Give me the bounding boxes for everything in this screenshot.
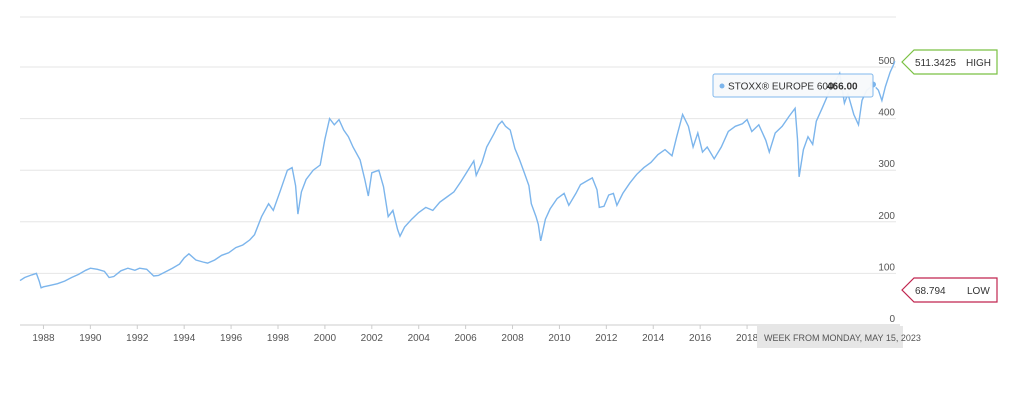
x-tick-label: 1992: [126, 333, 149, 344]
y-tick-label: 0: [889, 314, 895, 325]
x-tick-label: 1990: [79, 333, 102, 344]
x-tick-label: 2004: [408, 333, 431, 344]
x-tick-label: 1998: [267, 333, 290, 344]
y-axis-ticks: 0 100 200 300 400 500: [878, 56, 895, 325]
x-tick-label: 2006: [454, 333, 477, 344]
x-tick-label: 2016: [689, 333, 712, 344]
tooltip-series-label: STOXX® EUROPE 600:: [728, 82, 836, 93]
y-tick-label: 400: [878, 108, 895, 119]
tooltip: STOXX® EUROPE 600: 466.00: [712, 73, 874, 98]
low-flag-label: LOW: [967, 286, 990, 297]
high-flag-label: HIGH: [966, 58, 991, 69]
crosshair-label: WEEK FROM MONDAY, MAY 15, 2023: [757, 326, 921, 348]
crosshair-week-text: WEEK FROM MONDAY, MAY 15, 2023: [764, 333, 921, 343]
low-flag-value: 68.794: [915, 286, 946, 297]
low-flag: 68.794 LOW: [901, 277, 998, 303]
high-flag: 511.3425 HIGH: [901, 49, 998, 75]
tooltip-value: 466.00: [827, 82, 858, 93]
x-tick-label: 1988: [32, 333, 55, 344]
x-tick-label: 1994: [173, 333, 196, 344]
tooltip-bullet-icon: [719, 83, 725, 89]
x-tick-label: 2002: [361, 333, 384, 344]
x-tick-label: 2014: [642, 333, 665, 344]
x-tick-label: 1996: [220, 333, 243, 344]
x-tick-label: 2018: [736, 333, 759, 344]
series-line[interactable]: [19, 60, 896, 289]
x-tick-label: 2012: [595, 333, 618, 344]
y-tick-label: 100: [878, 262, 895, 273]
x-tick-label: 2000: [314, 333, 337, 344]
y-tick-label: 200: [878, 211, 895, 222]
x-tick-label: 2008: [501, 333, 524, 344]
x-tick-label: 2010: [548, 333, 571, 344]
x-axis-ticks: 1988 1990 1992 1994 1996 1998 2000 2002 2004 2006…: [32, 325, 759, 344]
y-tick-label: 300: [878, 159, 895, 170]
y-tick-label: 500: [878, 56, 895, 67]
grid-lines: [20, 16, 896, 274]
high-flag-value: 511.3425: [915, 58, 956, 69]
